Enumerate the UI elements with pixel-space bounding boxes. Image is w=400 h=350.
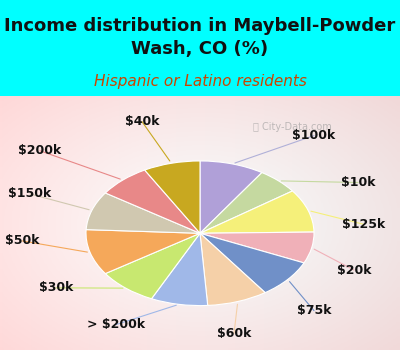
Text: $200k: $200k (18, 144, 62, 157)
Text: ⓘ City-Data.com: ⓘ City-Data.com (253, 122, 331, 132)
Text: $50k: $50k (5, 234, 39, 247)
Wedge shape (200, 173, 292, 233)
Wedge shape (200, 161, 262, 233)
Wedge shape (200, 233, 265, 306)
Wedge shape (105, 233, 200, 299)
Wedge shape (86, 193, 200, 233)
Wedge shape (200, 232, 314, 263)
Wedge shape (105, 170, 200, 233)
Wedge shape (152, 233, 208, 306)
Wedge shape (200, 191, 314, 233)
Text: > $200k: > $200k (87, 318, 145, 331)
Text: Hispanic or Latino residents: Hispanic or Latino residents (94, 74, 306, 89)
Text: $100k: $100k (292, 129, 336, 142)
Text: $40k: $40k (125, 115, 159, 128)
Text: $60k: $60k (217, 327, 251, 340)
Text: Income distribution in Maybell-Powder
Wash, CO (%): Income distribution in Maybell-Powder Wa… (4, 17, 396, 57)
Text: $75k: $75k (297, 304, 331, 317)
Text: $10k: $10k (341, 176, 375, 189)
Text: $125k: $125k (342, 218, 386, 231)
Text: $150k: $150k (8, 188, 52, 201)
Wedge shape (145, 161, 200, 233)
Wedge shape (86, 230, 200, 274)
Wedge shape (200, 233, 304, 293)
Text: $30k: $30k (39, 281, 73, 294)
Text: $20k: $20k (337, 264, 371, 276)
